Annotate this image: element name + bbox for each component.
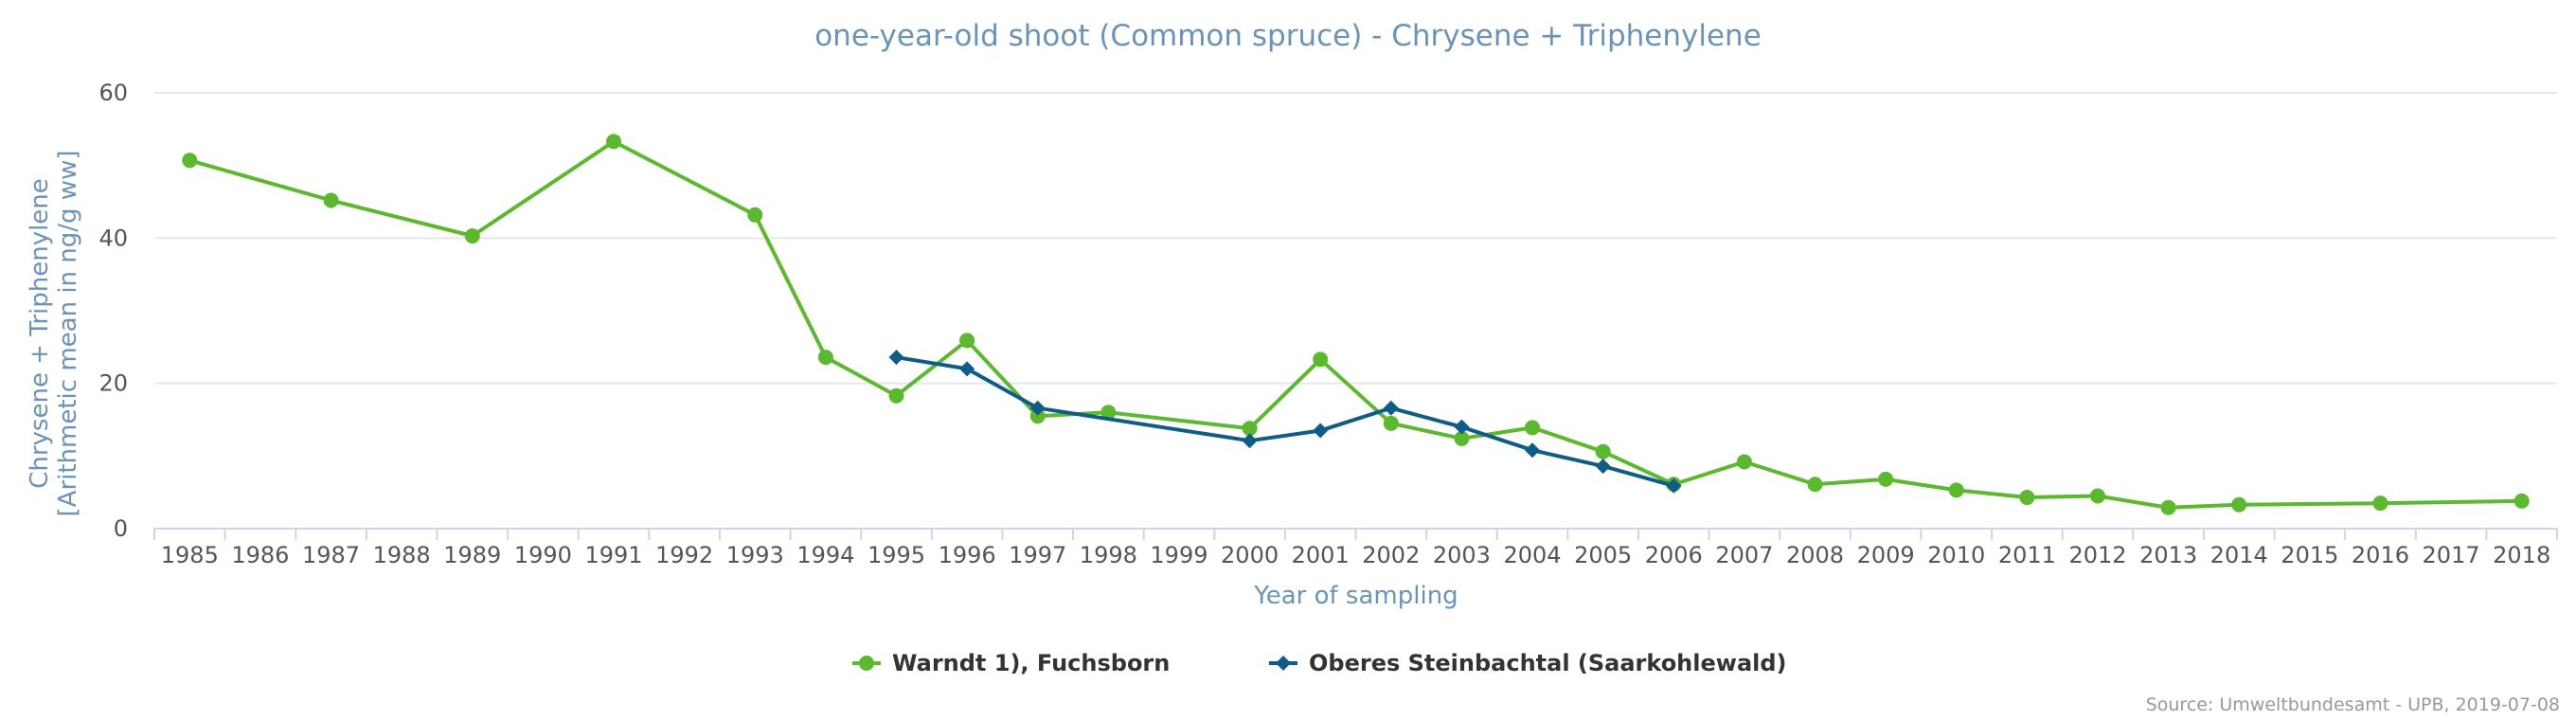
data-point[interactable]: [2019, 490, 2035, 506]
x-tick-label: 1985: [161, 542, 219, 568]
x-tick-label: 1998: [1080, 542, 1137, 568]
data-point[interactable]: [1242, 421, 1258, 437]
x-tick-label: 2005: [1574, 542, 1632, 568]
x-tick-label: 1991: [584, 542, 642, 568]
x-tick-label: 2008: [1786, 542, 1844, 568]
data-point[interactable]: [182, 153, 198, 169]
data-point[interactable]: [888, 350, 904, 366]
data-point[interactable]: [817, 350, 833, 366]
axes: 0 20 40 60 1985 1986 1987 1988 1989 1990 1991 1992 1…: [98, 80, 2558, 568]
x-tick-label: 2010: [1927, 542, 1985, 568]
legend-item-1[interactable]: Warndt 1), Fuchsborn: [852, 650, 1170, 676]
legend-label: Warndt 1), Fuchsborn: [892, 650, 1170, 676]
grid: [154, 92, 2557, 385]
data-point[interactable]: [323, 192, 339, 208]
y-tick-label: 40: [98, 225, 128, 251]
data-point[interactable]: [2089, 488, 2105, 504]
data-point[interactable]: [2372, 495, 2388, 512]
chart-title: one-year-old shoot (Common spruce) - Chr…: [814, 19, 1762, 53]
data-point[interactable]: [1595, 459, 1611, 475]
x-tick-label: 1987: [302, 542, 360, 568]
x-tick-label: 2000: [1221, 542, 1279, 568]
x-tick-label: 2003: [1433, 542, 1491, 568]
x-axis-title: Year of sampling: [1253, 582, 1458, 610]
legend-marker: [1276, 656, 1291, 671]
x-tick-label: 2011: [1998, 542, 2056, 568]
data-point[interactable]: [1807, 477, 1823, 493]
series-line: [188, 139, 2522, 510]
x-tick-label: 2006: [1645, 542, 1703, 568]
y-tick-label: 0: [114, 515, 128, 542]
x-tick-label: 2004: [1504, 542, 1562, 568]
x-tick-label: 1995: [868, 542, 925, 568]
y-axis-title-line1: Chrysene + Triphenylene: [26, 178, 54, 489]
x-tick-label: 2018: [2493, 542, 2550, 568]
x-tick-label: 1992: [655, 542, 713, 568]
x-tick-label: 1993: [726, 542, 784, 568]
data-point[interactable]: [1878, 471, 1894, 487]
x-tick-label: 1996: [939, 542, 996, 568]
data-point[interactable]: [1736, 454, 1752, 470]
data-point[interactable]: [606, 134, 622, 150]
data-point[interactable]: [1525, 420, 1541, 436]
x-tick-label: 1994: [796, 542, 854, 568]
x-tick-label: 1989: [443, 542, 501, 568]
data-point[interactable]: [1525, 442, 1541, 459]
x-tick-label: 2015: [2281, 542, 2338, 568]
legend-marker: [859, 656, 874, 671]
data-point[interactable]: [1383, 415, 1399, 431]
data-point[interactable]: [959, 333, 975, 349]
data-point[interactable]: [1029, 400, 1046, 416]
data-point[interactable]: [1595, 443, 1611, 459]
data-point[interactable]: [1100, 405, 1117, 421]
legend-label: Oberes Steinbachtal (Saarkohlewald): [1309, 650, 1787, 676]
series-1: [182, 134, 2530, 515]
data-point[interactable]: [1454, 430, 1470, 446]
data-point[interactable]: [2513, 493, 2530, 509]
x-tick-label: 2012: [2068, 542, 2126, 568]
y-axis-title-group: Chrysene + Triphenylene [Arithmetic mean…: [26, 151, 82, 517]
data-point[interactable]: [1242, 433, 1258, 449]
data-point[interactable]: [464, 228, 480, 244]
y-tick-label: 60: [98, 80, 128, 106]
x-tick-label: 2007: [1715, 542, 1773, 568]
y-tick-label: 20: [98, 370, 128, 397]
data-point[interactable]: [2231, 496, 2247, 513]
legend: Warndt 1), Fuchsborn Oberes Steinbachtal …: [852, 650, 1787, 676]
legend-item-2[interactable]: Oberes Steinbachtal (Saarkohlewald): [1269, 650, 1787, 676]
x-tick-label: 2001: [1292, 542, 1350, 568]
x-tick-label: 2017: [2423, 542, 2480, 568]
data-point[interactable]: [2160, 499, 2176, 515]
data-point[interactable]: [1666, 477, 1682, 494]
x-tick-label: 2013: [2139, 542, 2197, 568]
x-tick-label: 1999: [1150, 542, 1208, 568]
data-point[interactable]: [1029, 408, 1046, 424]
x-tick-label: 2009: [1857, 542, 1915, 568]
data-point[interactable]: [888, 387, 904, 404]
x-tick-label: 2002: [1362, 542, 1420, 568]
series-2: [888, 350, 1682, 494]
data-point[interactable]: [1313, 423, 1329, 439]
data-point[interactable]: [1383, 400, 1399, 416]
data-point[interactable]: [747, 207, 763, 223]
x-tick-label: 2016: [2352, 542, 2409, 568]
y-axis-title-line2: [Arithmetic mean in ng/g ww]: [54, 151, 82, 517]
data-point[interactable]: [1948, 482, 1964, 498]
x-tick-label: 2014: [2210, 542, 2268, 568]
data-point[interactable]: [1313, 351, 1329, 368]
x-tick-label: 1986: [231, 542, 289, 568]
source-credit: Source: Umweltbundesamt - UPB, 2019-07-0…: [2146, 694, 2560, 715]
data-point[interactable]: [959, 361, 975, 377]
series-line: [896, 355, 1674, 488]
data-point[interactable]: [1454, 419, 1470, 435]
x-tick-label: 1990: [514, 542, 572, 568]
plot-area: [182, 134, 2530, 515]
x-tick-label: 1988: [373, 542, 431, 568]
x-tick-label: 1997: [1009, 542, 1066, 568]
